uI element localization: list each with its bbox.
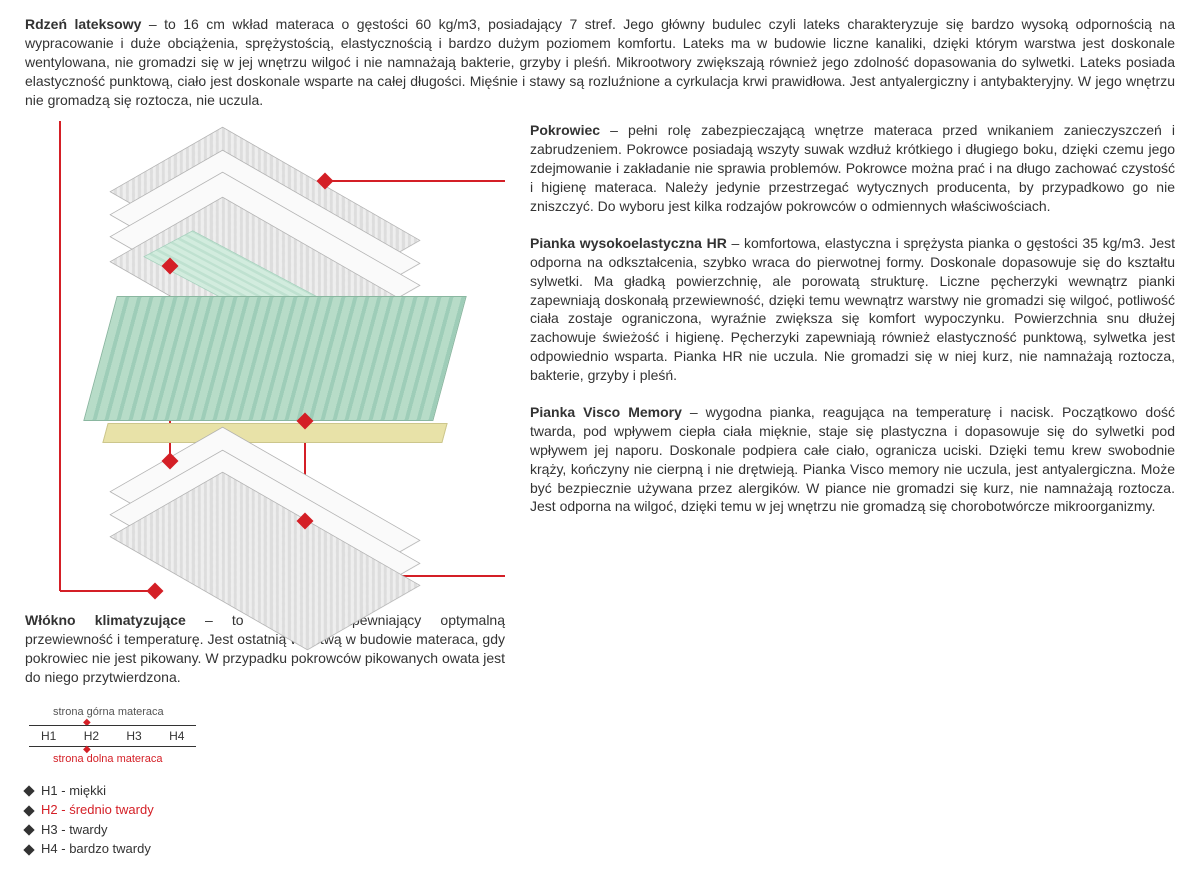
legend-label: twardy — [69, 822, 107, 837]
fiber-title: Włókno klimatyzujące — [25, 612, 186, 628]
layer-visco — [102, 423, 447, 443]
hardness-h1: H1 — [29, 726, 68, 746]
legend-code: H2 — [41, 802, 58, 817]
piankahr-block: Pianka wysokoelastyczna HR – komfortowa,… — [530, 234, 1175, 385]
visco-title: Pianka Visco Memory — [530, 404, 682, 420]
legend-item-h4: H4 - bardzo twardy — [25, 839, 505, 859]
hardness-legend: strona górna materaca ◆ H1 H2 H3 H4 ◆ st… — [25, 705, 505, 859]
middle-section: Włókno klimatyzujące – to surowiec zapew… — [25, 121, 1175, 858]
top-text: – to 16 cm wkład materaca o gęstości 60 … — [25, 16, 1175, 108]
piankahr-text: – komfortowa, elastyczna i sprężysta pia… — [530, 235, 1175, 383]
hardness-h3: H3 — [114, 726, 153, 746]
visco-paragraph: Pianka Visco Memory – wygodna pianka, re… — [530, 403, 1175, 516]
hardness-h4: H4 — [157, 726, 196, 746]
hardness-top-label: strona górna materaca — [53, 705, 505, 720]
legend-code: H1 — [41, 783, 58, 798]
latex-core-side — [83, 296, 466, 421]
legend-item-h3: H3 - twardy — [25, 820, 505, 840]
diamond-bullet-icon — [23, 805, 34, 816]
top-paragraph: Rdzeń lateksowy – to 16 cm wkład materac… — [25, 15, 1175, 109]
legend-item-h2: H2 - średnio twardy — [25, 800, 505, 820]
diamond-bullet-icon — [23, 844, 34, 855]
right-column: Pokrowiec – pełni rolę zabezpieczającą w… — [530, 121, 1175, 858]
piankahr-paragraph: Pianka wysokoelastyczna HR – komfortowa,… — [530, 234, 1175, 385]
legend-label: bardzo twardy — [69, 841, 151, 856]
hardness-bottom-label: strona dolna materaca — [53, 752, 505, 767]
pokrowiec-text: – pełni rolę zabezpieczającą wnętrze mat… — [530, 122, 1175, 214]
pokrowiec-paragraph: Pokrowiec – pełni rolę zabezpieczającą w… — [530, 121, 1175, 215]
top-title: Rdzeń lateksowy — [25, 16, 141, 32]
visco-text: – wygodna pianka, reagująca na temperatu… — [530, 404, 1175, 514]
hardness-table: H1 H2 H3 H4 — [29, 725, 196, 747]
top-description: Rdzeń lateksowy – to 16 cm wkład materac… — [25, 15, 1175, 109]
hardness-legend-list: H1 - miękki H2 - średnio twardy H3 - twa… — [25, 781, 505, 859]
legend-label: miękki — [69, 783, 106, 798]
pokrowiec-block: Pokrowiec – pełni rolę zabezpieczającą w… — [530, 121, 1175, 215]
pokrowiec-title: Pokrowiec — [530, 122, 600, 138]
legend-code: H4 — [41, 841, 58, 856]
legend-item-h1: H1 - miękki — [25, 781, 505, 801]
legend-code: H3 — [41, 822, 58, 837]
hardness-h2: H2 — [72, 726, 111, 746]
mattress-layers — [45, 131, 485, 571]
diamond-bullet-icon — [23, 825, 34, 836]
diamond-bullet-icon — [23, 786, 34, 797]
visco-block: Pianka Visco Memory – wygodna pianka, re… — [530, 403, 1175, 516]
left-column: Włókno klimatyzujące – to surowiec zapew… — [25, 121, 505, 858]
legend-label: średnio twardy — [69, 802, 154, 817]
piankahr-title: Pianka wysokoelastyczna HR — [530, 235, 727, 251]
mattress-diagram — [25, 121, 505, 611]
